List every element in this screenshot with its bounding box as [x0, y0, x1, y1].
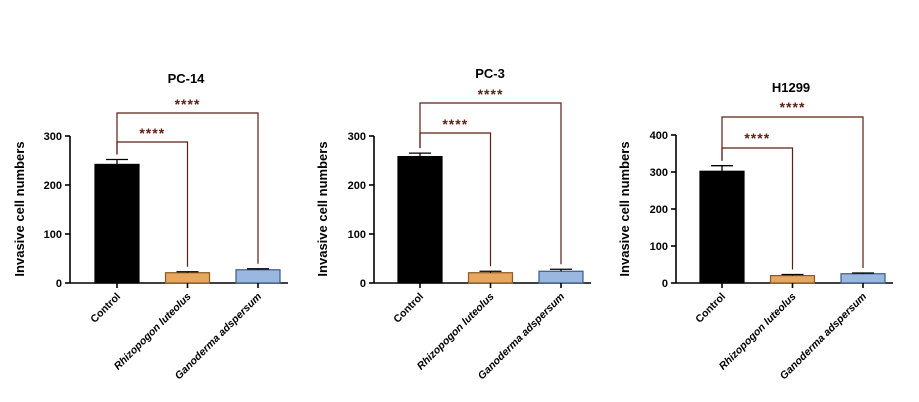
- y-tick-label: 100: [348, 229, 366, 241]
- bar: [699, 170, 745, 284]
- y-tick-label: 100: [650, 241, 668, 253]
- y-tick-label: 400: [650, 130, 668, 142]
- bar: [769, 275, 816, 284]
- y-tick-label: 0: [56, 278, 62, 290]
- x-tick-label: Rhizopogon luteolus: [112, 291, 194, 373]
- bar: [235, 269, 281, 284]
- significance-label: ****: [780, 99, 806, 115]
- bar: [467, 272, 514, 284]
- x-tick-label: Control: [693, 291, 728, 326]
- y-tick-label: 200: [348, 180, 366, 192]
- y-tick-label: 300: [348, 131, 366, 143]
- y-tick-label: 100: [44, 229, 62, 241]
- y-tick-label: 0: [662, 278, 668, 290]
- panel-pc-14: PC-14 Invasive cell numbers 0 100 200 300 Co…: [12, 71, 288, 382]
- x-tick-label: Control: [88, 291, 123, 326]
- y-tick-label: 300: [650, 167, 668, 179]
- x-tick-label: Rhizopogon luteolus: [415, 291, 497, 373]
- significance-label: ****: [478, 86, 504, 102]
- significance-label: ****: [744, 130, 770, 146]
- y-tick-label: 200: [44, 180, 62, 192]
- bar: [164, 272, 211, 284]
- y-tick-label: 200: [650, 204, 668, 216]
- bar: [94, 163, 140, 284]
- chart-title: PC-3: [475, 66, 505, 81]
- y-tick-label: 300: [44, 131, 62, 143]
- panel-h1299: H1299 Invasive cell numbers 0 100 200 300 40…: [617, 80, 893, 382]
- x-tick-label: Rhizopogon luteolus: [717, 291, 799, 373]
- y-axis-label: Invasive cell numbers: [315, 141, 330, 276]
- bar: [840, 273, 886, 284]
- significance-bracket: [419, 102, 562, 265]
- chart-title: H1299: [772, 80, 810, 95]
- bar: [397, 155, 443, 284]
- panel-pc-3: PC-3 Invasive cell numbers 0 100 200 300 Con…: [315, 66, 591, 382]
- bar: [538, 270, 584, 284]
- significance-label: ****: [175, 96, 201, 112]
- significance-bracket: [116, 112, 259, 264]
- y-tick-label: 0: [360, 278, 366, 290]
- significance-bracket: [721, 116, 864, 269]
- significance-label: ****: [139, 125, 165, 141]
- chart-title: PC-14: [168, 71, 206, 86]
- y-axis-label: Invasive cell numbers: [617, 141, 632, 276]
- y-axis-label: Invasive cell numbers: [12, 141, 27, 276]
- significance-label: ****: [442, 116, 468, 132]
- x-tick-label: Control: [391, 291, 426, 326]
